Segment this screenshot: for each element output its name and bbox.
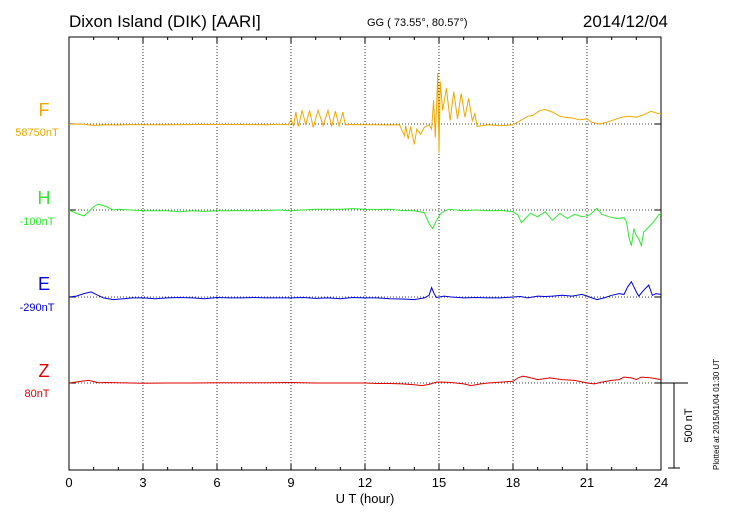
series-baseline-z: 80nT <box>24 388 49 400</box>
series-baseline-f: 58750nT <box>15 127 59 139</box>
x-tick-label: 21 <box>580 475 594 490</box>
series-label-f: F <box>39 100 50 120</box>
series-baseline-h: -100nT <box>20 216 55 228</box>
plot-date: 2014/12/04 <box>582 12 668 31</box>
series-label-h: H <box>38 188 51 208</box>
station-coordinates: GG ( 73.55°, 80.57°) <box>367 17 468 29</box>
series-line-z <box>68 375 662 387</box>
series-line-f <box>68 72 661 153</box>
x-tick-label: 3 <box>139 475 146 490</box>
x-tick-label: 6 <box>213 475 220 490</box>
series-line-h <box>68 203 662 248</box>
x-axis-title: U T (hour) <box>336 491 395 506</box>
series-label-z: Z <box>39 361 50 381</box>
x-tick-label: 0 <box>65 475 72 490</box>
x-tick-label: 18 <box>506 475 520 490</box>
scale-bar-label: 500 nT <box>683 408 695 443</box>
series-label-e: E <box>38 274 50 294</box>
series-baseline-e: -290nT <box>20 302 55 314</box>
series-line-e <box>68 280 662 301</box>
x-tick-label: 12 <box>358 475 372 490</box>
x-tick-label: 9 <box>287 475 294 490</box>
x-tick-label: 15 <box>432 475 446 490</box>
x-tick-label: 24 <box>654 475 668 490</box>
station-title: Dixon Island (DIK) [AARI] <box>69 12 261 31</box>
